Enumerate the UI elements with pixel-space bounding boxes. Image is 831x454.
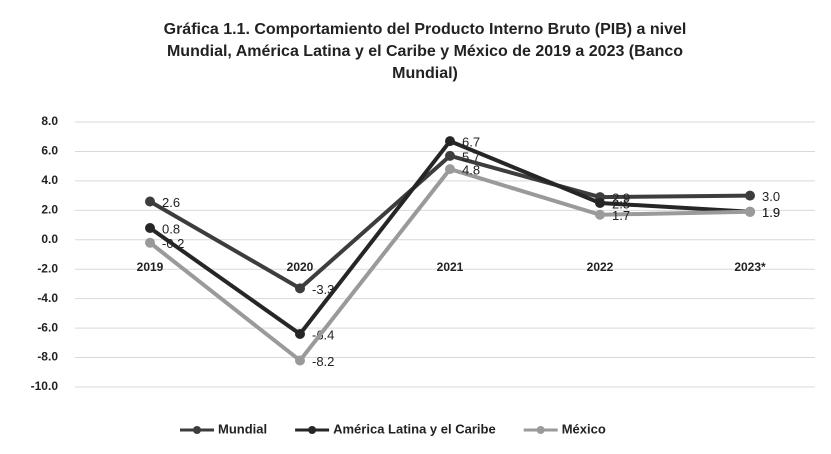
data-label: 1.9 (762, 205, 780, 220)
legend-label: América Latina y el Caribe (333, 421, 496, 436)
data-label: 2.9 (612, 191, 630, 206)
data-label: -8.2 (312, 354, 334, 369)
data-point (145, 223, 155, 233)
data-point (745, 190, 755, 201)
y-tick-label: 2.0 (41, 203, 58, 217)
legend-label: Mundial (218, 421, 267, 436)
data-point (445, 164, 455, 175)
x-tick-label: 2021 (437, 260, 464, 274)
y-tick-label: 8.0 (41, 114, 58, 128)
y-tick-label: -10.0 (31, 379, 59, 393)
chart-title: Gráfica 1.1. Comportamiento del Producto… (164, 21, 687, 82)
data-label: 2.5 (612, 196, 630, 211)
x-tick-label: 2022 (587, 260, 614, 274)
data-label: -0.2 (162, 236, 184, 251)
data-point (595, 209, 605, 220)
data-point (145, 196, 155, 207)
data-label: 2.6 (162, 195, 180, 210)
data-point (295, 283, 305, 294)
data-label: 1.7 (612, 208, 630, 223)
y-tick-label: 6.0 (41, 144, 58, 158)
data-label: 1.9 (762, 205, 780, 220)
data-point (445, 136, 455, 147)
data-point (745, 206, 755, 217)
y-tick-label: -6.0 (37, 320, 58, 334)
x-tick-label: 2019 (137, 260, 164, 274)
y-tick-label: -4.0 (37, 291, 58, 305)
y-tick-label: 0.0 (41, 232, 58, 246)
legend-marker (193, 426, 201, 434)
y-tick-label: 4.0 (41, 173, 58, 187)
data-label: 0.8 (162, 221, 180, 236)
y-tick-label: -2.0 (37, 261, 58, 275)
legend-label: México (562, 421, 606, 436)
data-point (595, 197, 605, 208)
y-tick-label: -8.0 (37, 350, 58, 364)
data-point (295, 355, 305, 366)
data-point (445, 150, 455, 161)
legend-marker (308, 426, 317, 434)
data-point (145, 237, 155, 248)
data-label: 4.8 (462, 163, 480, 178)
data-label: 6.7 (462, 135, 480, 150)
x-tick-label: 2020 (287, 260, 314, 274)
x-tick-label: 2023* (734, 260, 766, 274)
data-label: -3.3 (312, 282, 334, 297)
data-label: 3.0 (762, 189, 780, 204)
legend-marker (536, 426, 545, 434)
data-point (295, 329, 305, 339)
